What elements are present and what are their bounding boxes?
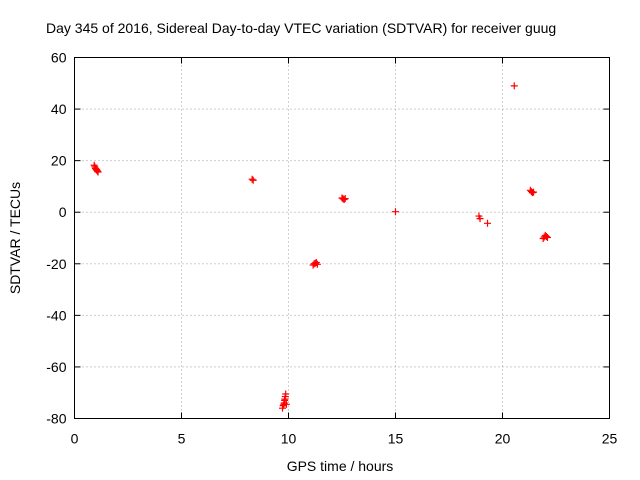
data-point — [392, 208, 399, 216]
x-tick-labels: 0 5 10 15 20 25 — [71, 431, 618, 447]
x-tick-label: 0 — [71, 431, 79, 447]
y-tick-label: 40 — [51, 101, 67, 117]
x-tick-label: 15 — [388, 431, 404, 447]
data-point — [94, 168, 102, 176]
y-tick-label: 60 — [51, 50, 67, 66]
y-axis-label: SDTVAR / TECUs — [7, 182, 23, 294]
y-tick-label: -40 — [46, 307, 66, 323]
data-points — [90, 82, 551, 412]
data-point — [341, 195, 349, 203]
chart-title: Day 345 of 2016, Sidereal Day-to-day VTE… — [46, 20, 556, 36]
x-tick-label: 10 — [281, 431, 297, 447]
data-point — [484, 219, 492, 227]
data-point — [542, 232, 550, 240]
x-tick-label: 20 — [495, 431, 511, 447]
y-tick-labels: -80 -60 -40 -20 0 20 40 60 — [46, 50, 66, 427]
x-tick-label: 5 — [178, 431, 186, 447]
axis-ticks — [74, 57, 610, 419]
data-point — [543, 233, 551, 241]
y-tick-label: 20 — [51, 153, 67, 169]
data-point — [248, 175, 256, 183]
data-point — [93, 166, 101, 174]
y-tick-label: -20 — [46, 256, 66, 272]
y-tick-label: -60 — [46, 359, 66, 375]
grid-lines — [74, 57, 610, 419]
data-point — [510, 82, 518, 90]
data-point — [282, 400, 290, 408]
data-point — [340, 196, 348, 204]
data-point — [282, 390, 290, 398]
data-point — [313, 260, 321, 268]
x-axis-label: GPS time / hours — [287, 458, 394, 474]
y-tick-label: -80 — [46, 411, 66, 427]
data-point — [530, 188, 538, 196]
data-point — [476, 215, 484, 223]
data-point — [90, 161, 98, 169]
plot-frame — [74, 57, 610, 419]
data-point — [249, 176, 257, 184]
y-tick-label: 0 — [59, 204, 67, 220]
x-tick-label: 25 — [602, 431, 618, 447]
